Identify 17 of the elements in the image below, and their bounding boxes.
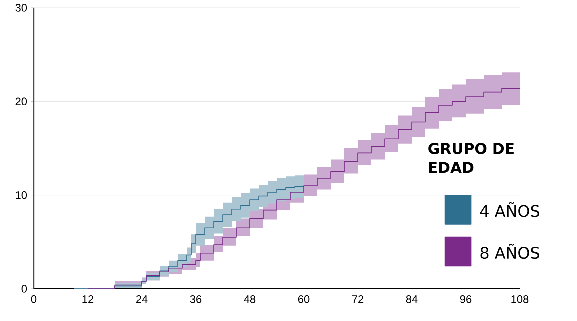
legend-label: 4 AÑOS — [480, 202, 540, 218]
x-tick-label: 24 — [136, 296, 148, 304]
x-tick-label: 84 — [406, 296, 418, 304]
x-tick-label: 72 — [352, 296, 364, 304]
y-tick-label: 0 — [22, 285, 28, 293]
y-tick-label: 30 — [16, 4, 28, 12]
x-tick-label: 12 — [82, 296, 94, 304]
x-tick-label: 48 — [244, 296, 256, 304]
x-tick-label: 60 — [298, 296, 310, 304]
x-tick-label: 0 — [31, 296, 37, 304]
legend-title: GRUPO DE EDAD — [428, 143, 514, 174]
legend-label: 8 AÑOS — [480, 244, 540, 260]
y-tick-label: 10 — [16, 191, 28, 200]
y-tick-label: 20 — [16, 98, 28, 106]
x-tick-label: 108 — [512, 296, 529, 304]
x-tick-label: 36 — [190, 296, 202, 304]
x-tick-label: 96 — [460, 296, 472, 304]
